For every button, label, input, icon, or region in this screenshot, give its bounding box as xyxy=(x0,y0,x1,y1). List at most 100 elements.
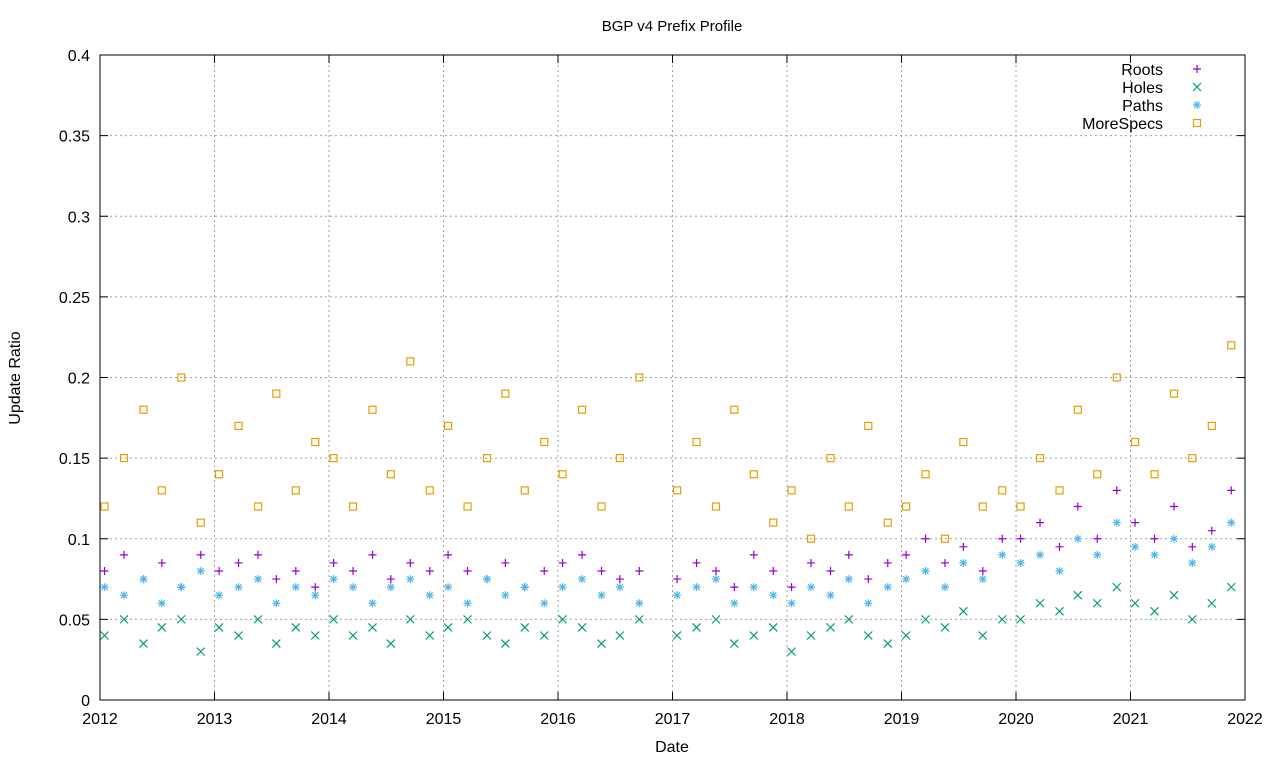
data-point-paths xyxy=(139,575,148,584)
data-point-morespecs xyxy=(940,534,950,543)
data-point-morespecs xyxy=(769,518,778,527)
data-point-holes xyxy=(1207,598,1217,608)
data-point-holes xyxy=(615,631,625,640)
data-point-morespecs xyxy=(157,486,166,495)
data-point-morespecs xyxy=(844,502,853,511)
data-point-roots xyxy=(157,558,166,567)
grid xyxy=(100,55,1245,700)
data-point-holes xyxy=(826,623,835,632)
x-tick-label: 2016 xyxy=(540,711,576,728)
data-point-roots xyxy=(730,583,739,592)
data-point-holes xyxy=(1016,614,1026,624)
data-point-morespecs xyxy=(100,502,109,511)
data-point-holes xyxy=(597,639,606,648)
data-point-holes xyxy=(253,614,263,624)
data-point-morespecs xyxy=(635,373,644,382)
data-point-holes xyxy=(1112,582,1122,592)
data-point-paths xyxy=(1055,567,1064,575)
data-point-morespecs xyxy=(692,437,701,447)
data-point-morespecs xyxy=(806,534,816,543)
x-tick-label: 2017 xyxy=(655,711,691,728)
data-point-holes xyxy=(978,631,988,640)
data-point-morespecs xyxy=(234,421,243,430)
data-point-holes xyxy=(711,614,721,624)
data-point-paths xyxy=(998,550,1007,559)
data-point-holes xyxy=(577,623,587,632)
data-point-holes xyxy=(520,623,530,632)
data-point-paths xyxy=(615,583,624,592)
data-point-paths xyxy=(769,591,778,600)
data-point-roots xyxy=(749,550,758,559)
y-tick-label: 0.05 xyxy=(59,612,90,629)
data-point-roots xyxy=(844,550,853,559)
data-point-roots xyxy=(597,567,606,575)
data-point-paths xyxy=(234,583,243,592)
data-point-paths xyxy=(1112,518,1121,527)
data-point-paths xyxy=(1170,534,1179,543)
data-point-paths xyxy=(1036,550,1045,559)
data-point-roots xyxy=(692,558,701,567)
data-point-holes xyxy=(729,639,739,648)
data-point-roots xyxy=(215,567,224,575)
y-axis-label: Update Ratio xyxy=(7,331,24,424)
data-point-paths xyxy=(157,599,166,608)
legend-marker-holes xyxy=(1192,82,1202,92)
legend-marker-paths xyxy=(1193,101,1201,109)
data-point-morespecs xyxy=(177,373,186,382)
data-point-paths xyxy=(692,583,701,592)
data-point-morespecs xyxy=(998,486,1007,495)
data-point-holes xyxy=(844,614,854,624)
data-point-roots xyxy=(425,567,434,575)
data-point-morespecs xyxy=(1035,454,1045,463)
data-point-paths xyxy=(959,558,968,567)
data-point-paths xyxy=(349,583,358,592)
data-point-holes xyxy=(921,614,930,624)
data-point-paths xyxy=(406,575,415,584)
data-point-morespecs xyxy=(540,437,549,447)
data-point-roots xyxy=(1131,518,1140,527)
data-point-paths xyxy=(1227,518,1236,527)
data-point-holes xyxy=(539,631,549,640)
y-tick-label: 0.35 xyxy=(59,129,90,146)
data-point-roots xyxy=(1170,502,1179,511)
data-point-holes xyxy=(1187,614,1197,624)
data-point-paths xyxy=(1073,534,1082,543)
data-point-paths xyxy=(978,575,987,584)
data-point-roots xyxy=(807,558,816,567)
data-point-morespecs xyxy=(558,470,567,479)
y-tick-label: 0.25 xyxy=(59,290,90,307)
data-point-morespecs xyxy=(864,421,873,430)
data-point-morespecs xyxy=(329,454,338,463)
x-tick-label: 2021 xyxy=(1113,711,1149,728)
data-point-roots xyxy=(1016,534,1025,543)
data-point-morespecs xyxy=(1112,373,1121,382)
data-point-holes xyxy=(139,639,148,648)
data-point-morespecs xyxy=(826,454,835,463)
data-point-roots xyxy=(386,575,395,584)
data-point-roots xyxy=(769,567,778,575)
y-tick-label: 0 xyxy=(81,693,90,710)
data-point-paths xyxy=(196,567,205,575)
data-point-morespecs xyxy=(597,502,606,511)
data-point-holes xyxy=(1130,598,1140,608)
data-point-roots xyxy=(1055,542,1064,551)
data-point-holes xyxy=(768,623,778,632)
data-point-paths xyxy=(501,591,510,600)
data-point-morespecs xyxy=(425,486,434,495)
data-point-roots xyxy=(463,567,472,575)
data-point-holes xyxy=(883,639,893,648)
data-point-morespecs xyxy=(577,405,587,414)
data-point-morespecs xyxy=(883,518,892,527)
data-point-holes xyxy=(443,623,453,632)
data-point-paths xyxy=(540,599,549,608)
data-point-holes xyxy=(863,631,873,640)
data-point-holes xyxy=(500,639,510,648)
data-point-morespecs xyxy=(139,405,148,414)
legend-label-morespecs: MoreSpecs xyxy=(1082,116,1163,133)
data-point-morespecs xyxy=(711,502,721,511)
data-point-morespecs xyxy=(749,470,758,479)
data-point-roots xyxy=(1188,542,1197,551)
data-point-roots xyxy=(234,558,243,567)
data-point-roots xyxy=(673,575,682,584)
